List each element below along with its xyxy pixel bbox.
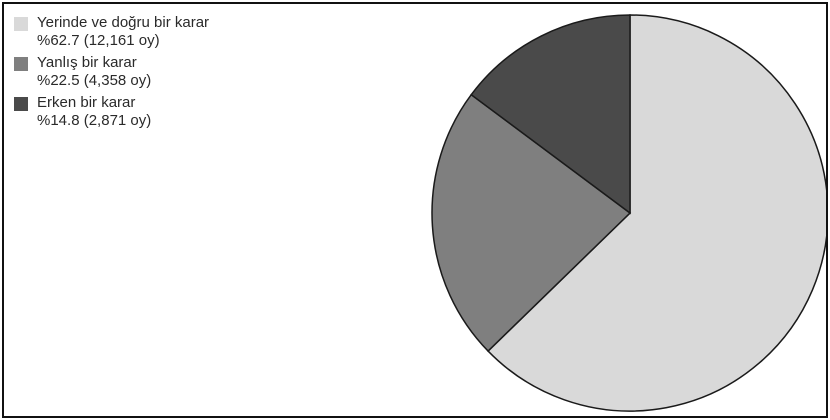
legend-value: %62.7 (12,161 oy) <box>37 32 209 50</box>
legend-votes: (4,358 oy) <box>83 72 152 89</box>
legend-label: Yanlış bir karar <box>37 54 137 71</box>
legend-votes: (12,161 oy) <box>83 32 160 49</box>
legend-label: Erken bir karar <box>37 94 136 111</box>
legend-swatch <box>14 17 28 31</box>
legend-text: Erken bir karar %14.8 (2,871 oy) <box>37 94 151 130</box>
pie-slice <box>487 14 826 412</box>
legend-percent: %22.5 <box>37 72 80 89</box>
legend-swatch <box>14 97 28 111</box>
pie-chart <box>431 14 826 412</box>
legend-item: Yanlış bir karar %22.5 (4,358 oy) <box>14 54 209 90</box>
legend-item: Yerinde ve doğru bir karar %62.7 (12,161… <box>14 14 209 50</box>
legend-votes: (2,871 oy) <box>83 112 152 129</box>
legend: Yerinde ve doğru bir karar %62.7 (12,161… <box>14 14 209 134</box>
legend-swatch <box>14 57 28 71</box>
legend-text: Yanlış bir karar %22.5 (4,358 oy) <box>37 54 151 90</box>
legend-item: Erken bir karar %14.8 (2,871 oy) <box>14 94 209 130</box>
legend-percent: %14.8 <box>37 112 80 129</box>
pie-slice <box>431 93 632 353</box>
legend-text: Yerinde ve doğru bir karar %62.7 (12,161… <box>37 14 209 50</box>
legend-label: Yerinde ve doğru bir karar <box>37 14 210 31</box>
legend-value: %22.5 (4,358 oy) <box>37 72 151 90</box>
legend-percent: %62.7 <box>37 32 80 49</box>
pie-slice <box>470 14 631 215</box>
legend-value: %14.8 (2,871 oy) <box>37 112 151 130</box>
